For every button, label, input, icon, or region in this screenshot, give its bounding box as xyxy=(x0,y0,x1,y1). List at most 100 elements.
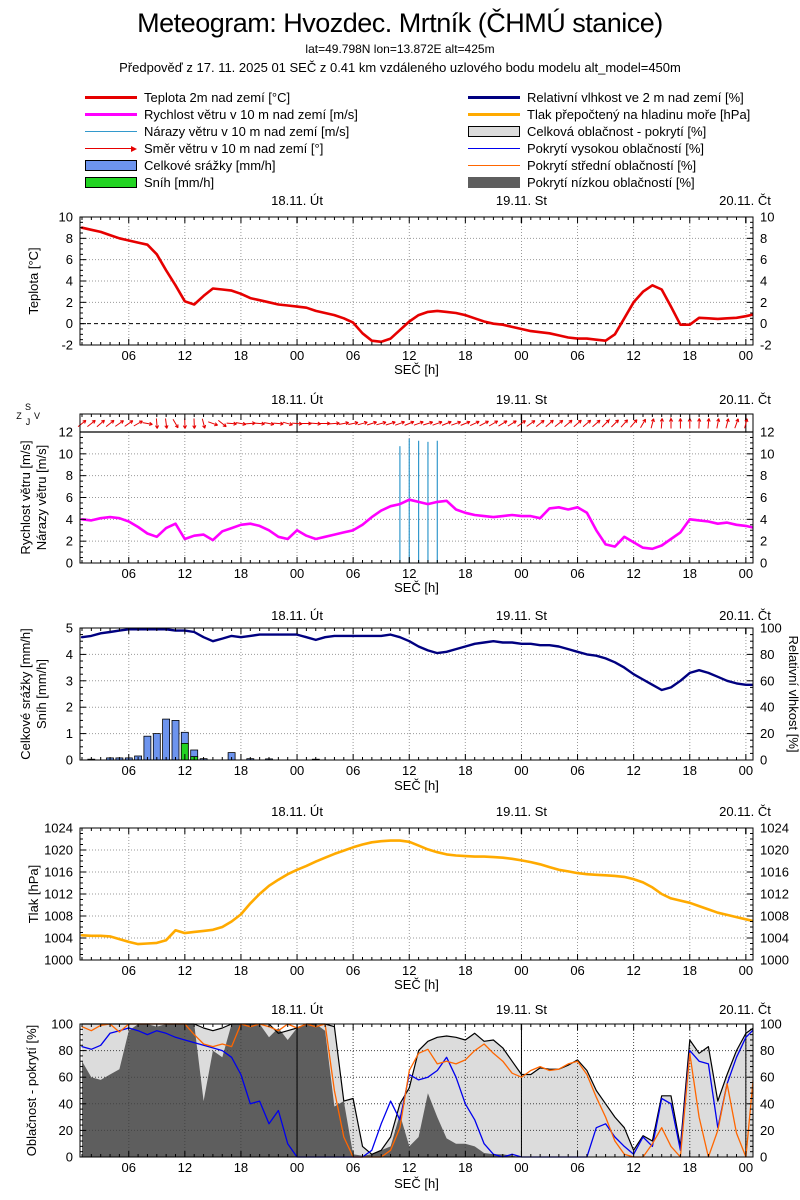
legend-label: Tlak přepočtený na hladinu moře [hPa] xyxy=(527,107,751,122)
wind-direction-arrow-icon xyxy=(131,145,137,152)
svg-text:1024: 1024 xyxy=(760,821,789,836)
svg-text:12: 12 xyxy=(626,566,640,581)
legend-item-left-0: Teplota 2m nad zemí [°C] xyxy=(85,89,358,106)
legend-item-right-5: Pokrytí nízkou oblačností [%] xyxy=(468,174,750,191)
svg-text:1016: 1016 xyxy=(760,865,789,880)
svg-text:18: 18 xyxy=(458,348,472,363)
svg-text:00: 00 xyxy=(290,566,304,581)
svg-text:12: 12 xyxy=(402,963,416,978)
svg-text:06: 06 xyxy=(346,963,360,978)
humidity-ylabel: Relativní vlhkost [%] xyxy=(786,635,800,752)
pressure-axes: 1000 1000 1004 1004 1008 1008 1012 1012 1016 1016… xyxy=(44,804,789,992)
legend-item-left-2: Nárazy větru v 10 m nad zemí [m/s] xyxy=(85,123,358,140)
svg-text:1: 1 xyxy=(66,726,73,741)
svg-text:00: 00 xyxy=(739,763,753,778)
svg-text:10: 10 xyxy=(760,210,774,225)
svg-text:18: 18 xyxy=(683,348,697,363)
legend-item-right-4: Pokrytí střední oblačností [%] xyxy=(468,157,750,174)
legend-sample-right-1 xyxy=(468,113,520,116)
svg-text:20.11. Čt: 20.11. Čt xyxy=(719,193,771,208)
svg-text:1004: 1004 xyxy=(760,931,789,946)
svg-text:0: 0 xyxy=(760,556,767,571)
svg-text:18: 18 xyxy=(458,566,472,581)
legend-label: Nárazy větru v 10 m nad zemí [m/s] xyxy=(144,124,350,139)
svg-text:1020: 1020 xyxy=(760,843,789,858)
svg-text:100: 100 xyxy=(760,1017,782,1032)
precip-ylabels: Celkové srážky [mm/h] Sníh [mm/h] xyxy=(18,628,49,759)
svg-text:3: 3 xyxy=(66,673,73,688)
svg-text:60: 60 xyxy=(760,1070,774,1085)
svg-text:19.11. St: 19.11. St xyxy=(496,193,547,208)
subtitle-location: lat=49.798N lon=13.872E alt=425m xyxy=(305,42,495,56)
legend-sample-right-0 xyxy=(468,96,520,99)
legend-sample-left-3 xyxy=(85,145,137,152)
svg-text:4: 4 xyxy=(66,512,73,527)
legend-label: Sníh [mm/h] xyxy=(144,175,215,190)
svg-text:0: 0 xyxy=(760,1150,767,1165)
svg-text:12: 12 xyxy=(626,963,640,978)
svg-text:18: 18 xyxy=(234,348,248,363)
svg-text:8: 8 xyxy=(760,231,767,246)
legend-sample-right-5 xyxy=(468,177,520,188)
svg-text:1012: 1012 xyxy=(44,887,73,902)
legend-label: Pokrytí nízkou oblačností [%] xyxy=(527,175,695,190)
svg-text:20.11. Čt: 20.11. Čt xyxy=(719,1002,771,1017)
svg-text:0: 0 xyxy=(66,753,73,768)
svg-text:4: 4 xyxy=(66,647,73,662)
legend-item-right-0: Relativní vlhkost ve 2 m nad zemí [%] xyxy=(468,89,750,106)
clouds-ylabel: Oblačnost - pokrytí [%] xyxy=(24,1025,39,1157)
svg-text:18: 18 xyxy=(683,1160,697,1175)
svg-text:20: 20 xyxy=(760,1123,774,1138)
legend-sample-left-1 xyxy=(85,113,137,116)
svg-text:-2: -2 xyxy=(61,338,73,353)
svg-text:18.11. Út: 18.11. Út xyxy=(271,1002,323,1017)
svg-text:00: 00 xyxy=(739,566,753,581)
cloud-high-line xyxy=(81,1027,753,1158)
svg-text:SEČ [h]: SEČ [h] xyxy=(394,1176,439,1191)
svg-text:12: 12 xyxy=(178,566,192,581)
svg-text:19.11. St: 19.11. St xyxy=(496,1002,547,1017)
svg-text:10: 10 xyxy=(59,446,73,461)
svg-text:6: 6 xyxy=(760,490,767,505)
svg-text:4: 4 xyxy=(66,274,73,289)
svg-text:1000: 1000 xyxy=(44,953,73,968)
pressure-line xyxy=(80,839,753,946)
svg-text:18.11. Út: 18.11. Út xyxy=(271,392,323,407)
svg-text:00: 00 xyxy=(290,348,304,363)
legend-label: Směr větru v 10 m nad zemí [°] xyxy=(144,141,324,156)
svg-text:18.11. Út: 18.11. Út xyxy=(271,804,323,819)
svg-text:12: 12 xyxy=(402,763,416,778)
svg-text:40: 40 xyxy=(760,1096,774,1111)
svg-text:0: 0 xyxy=(66,556,73,571)
svg-text:18: 18 xyxy=(458,763,472,778)
svg-text:4: 4 xyxy=(760,512,767,527)
wind-speed-line xyxy=(80,498,753,551)
legend-label: Rychlost větru v 10 m nad zemí [m/s] xyxy=(144,107,358,122)
svg-text:10: 10 xyxy=(59,210,73,225)
svg-text:J: J xyxy=(26,417,31,427)
svg-text:1020: 1020 xyxy=(44,843,73,858)
page-title: Meteogram: Hvozdec. Mrtník (ČHMÚ stanice… xyxy=(137,8,663,38)
pressure-panel: 1000 1000 1004 1004 1008 1008 1012 1012 1016 1016… xyxy=(26,804,789,992)
svg-text:06: 06 xyxy=(346,566,360,581)
svg-text:18: 18 xyxy=(683,963,697,978)
legend-sample-left-5 xyxy=(85,177,137,188)
legend-item-right-1: Tlak přepočtený na hladinu moře [hPa] xyxy=(468,106,750,123)
legend-right-column: Relativní vlhkost ve 2 m nad zemí [%] Tla… xyxy=(468,89,750,191)
svg-text:10: 10 xyxy=(760,446,774,461)
temperature-ylabel: Teplota [°C] xyxy=(26,247,41,314)
legend-item-left-1: Rychlost větru v 10 m nad zemí [m/s] xyxy=(85,106,358,123)
wind-direction-arrows xyxy=(77,416,749,429)
svg-text:12: 12 xyxy=(178,1160,192,1175)
svg-text:5: 5 xyxy=(66,621,73,636)
svg-text:60: 60 xyxy=(760,673,774,688)
svg-text:1012: 1012 xyxy=(760,887,789,902)
svg-text:40: 40 xyxy=(760,700,774,715)
legend-sample-left-0 xyxy=(85,96,137,99)
svg-text:Oblačnost - pokrytí [%]: Oblačnost - pokrytí [%] xyxy=(24,1025,39,1157)
svg-text:SEČ [h]: SEČ [h] xyxy=(394,362,439,377)
svg-text:00: 00 xyxy=(739,963,753,978)
legend-sample-left-4 xyxy=(85,160,137,171)
svg-text:06: 06 xyxy=(570,1160,584,1175)
